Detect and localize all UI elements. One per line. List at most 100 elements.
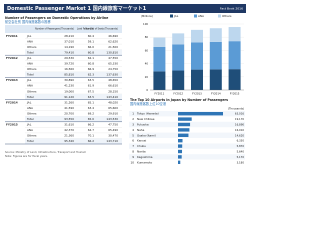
airport-name: Naha bbox=[137, 128, 145, 132]
rank: 7 bbox=[132, 144, 134, 148]
value-cell: 47,550 bbox=[108, 56, 118, 60]
value-cell: 79,410 bbox=[64, 50, 74, 54]
bar bbox=[178, 117, 192, 121]
airline-cell: Total bbox=[26, 50, 34, 54]
y-tick-label: 20 bbox=[145, 75, 149, 79]
bar bbox=[178, 149, 183, 154]
value-cell: 66.2 bbox=[88, 123, 94, 127]
airport-name: Kumamoto bbox=[137, 160, 152, 164]
y-tick-label: 40 bbox=[145, 62, 149, 66]
bar-segment bbox=[191, 42, 203, 70]
value-cell: 62,620 bbox=[108, 39, 118, 43]
value-cell: 61.9 bbox=[88, 84, 94, 88]
airport-name: Narita bbox=[137, 150, 146, 154]
bar-segment bbox=[153, 46, 166, 72]
value-cell: 46,690 bbox=[108, 34, 118, 38]
value-cell: 24,750 bbox=[108, 67, 118, 71]
airport-name: Chubu bbox=[137, 144, 146, 148]
bar-segment bbox=[172, 33, 185, 45]
value-cell: 137,630 bbox=[106, 73, 118, 77]
value-cell: 65.1 bbox=[88, 100, 94, 104]
legend-label: Others bbox=[222, 14, 232, 18]
airports-unit: (Thousands) bbox=[228, 107, 244, 111]
bar-segment bbox=[209, 41, 222, 70]
value-cell: 60.8 bbox=[88, 50, 94, 54]
airline-cell: ANA bbox=[27, 106, 33, 110]
total-row bbox=[25, 116, 122, 122]
column-header: Number of Passengers (Thousands) bbox=[35, 28, 74, 31]
airline-cell: ANA bbox=[27, 62, 33, 66]
table-header bbox=[5, 25, 122, 33]
value-cell: 41,230 bbox=[64, 84, 74, 88]
value-cell: 93,550 bbox=[64, 117, 74, 121]
value-label: 3,180 bbox=[237, 160, 245, 164]
value-cell: 21,360 bbox=[64, 134, 74, 138]
value-cell: 130,810 bbox=[106, 50, 118, 54]
rank: 10 bbox=[130, 160, 134, 164]
bar-segment bbox=[153, 71, 166, 90]
value-label: 5,170 bbox=[237, 155, 245, 159]
value-label: 16,010 bbox=[235, 128, 244, 132]
value-cell: 63.4 bbox=[88, 106, 94, 110]
y-tick-label: 60 bbox=[145, 48, 149, 52]
year-label: FY2013 bbox=[6, 78, 18, 82]
value-label: 5,640 bbox=[237, 150, 245, 154]
badge: Fact Book 2016 bbox=[220, 7, 243, 11]
value-cell: 21,500 bbox=[108, 45, 118, 49]
value-cell: 63.5 bbox=[88, 78, 94, 82]
bar-segment bbox=[153, 37, 166, 47]
value-cell: 16,560 bbox=[64, 67, 74, 71]
page: Domestic Passenger Market 1 国内線旅客マーケット1 … bbox=[4, 4, 246, 165]
airport-name: Osaka (Itami) bbox=[137, 133, 156, 137]
value-cell: 59.1 bbox=[88, 39, 94, 43]
value-cell: 19,000 bbox=[64, 89, 74, 93]
value-label: 6,330 bbox=[237, 139, 245, 143]
total-row bbox=[25, 94, 122, 100]
rank: 2 bbox=[132, 117, 134, 121]
legend-swatch bbox=[218, 14, 221, 18]
bar bbox=[178, 128, 190, 132]
bar-segment bbox=[228, 69, 241, 90]
value-label: 5,870 bbox=[237, 144, 245, 148]
value-cell: 41,590 bbox=[64, 106, 74, 110]
value-cell: 29,910 bbox=[108, 111, 118, 115]
year-label: FY2014 bbox=[6, 100, 18, 104]
value-cell: 69.2 bbox=[88, 111, 94, 115]
x-tick-label: FY2013 bbox=[192, 92, 202, 96]
bar bbox=[178, 139, 183, 143]
page-title: Domestic Passenger Market 1 国内線旅客マーケット1 bbox=[7, 5, 147, 12]
value-label: 16,890 bbox=[235, 123, 244, 127]
airline-cell: JAL bbox=[26, 123, 32, 127]
airline-cell: Others bbox=[27, 134, 37, 138]
value-cell: 85,810 bbox=[64, 73, 74, 77]
value-cell: 60.8 bbox=[88, 62, 94, 66]
value-label: 63,016 bbox=[235, 112, 244, 116]
airport-name: Kansai bbox=[137, 139, 146, 143]
legend-label: ANA bbox=[198, 14, 204, 18]
value-cell: 28,150 bbox=[108, 89, 118, 93]
x-tick-label: FY2011 bbox=[155, 92, 165, 96]
value-cell: 143,710 bbox=[106, 139, 118, 143]
bar bbox=[178, 155, 182, 159]
table-subtitle: 航空会社別 国内線旅客数の推移 bbox=[5, 19, 51, 24]
y-tick-label: 80 bbox=[145, 35, 149, 39]
rank: 4 bbox=[132, 128, 134, 132]
bar-segment bbox=[191, 29, 203, 43]
airline-cell: Total bbox=[26, 95, 34, 99]
legend-swatch bbox=[194, 14, 197, 18]
airport-name: Tokyo (Haneda) bbox=[136, 112, 159, 116]
airport-name: Fukuoka bbox=[137, 123, 149, 127]
airport-name: Kagoshima bbox=[137, 155, 153, 159]
airports-title: The Top 10 Airports in Japan by Number o… bbox=[130, 98, 228, 102]
airline-cell: Others bbox=[27, 67, 37, 71]
airline-cell: JAL bbox=[26, 34, 32, 38]
rank: 3 bbox=[132, 123, 134, 127]
airline-cell: ANA bbox=[27, 128, 33, 132]
value-cell: 66.0 bbox=[88, 45, 94, 49]
total-row bbox=[25, 49, 122, 56]
year-label: FY2011 bbox=[6, 34, 18, 38]
value-cell: 143,410 bbox=[106, 95, 118, 99]
value-cell: 30,470 bbox=[108, 134, 118, 138]
value-label: 14,620 bbox=[235, 133, 244, 137]
value-cell: 29,530 bbox=[64, 56, 74, 60]
